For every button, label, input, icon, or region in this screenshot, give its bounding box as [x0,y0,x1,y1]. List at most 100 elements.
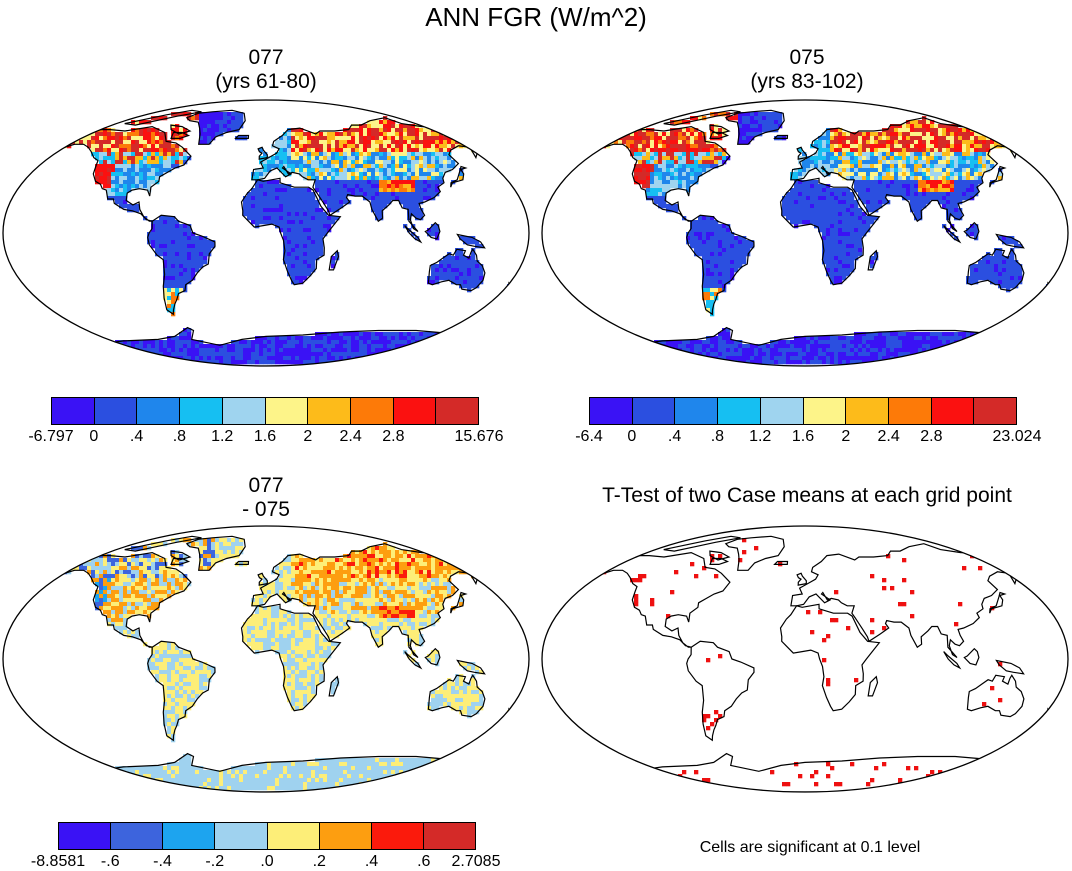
grid-cell [798,352,803,357]
grid-cell [191,236,196,241]
grid-cell [886,188,891,193]
grid-cell [323,332,328,337]
grid-cell [311,256,316,261]
grid-cell [842,172,847,177]
grid-cell [311,220,316,225]
grid-cell [894,344,899,349]
grid-cell [323,200,328,205]
grid-cell [658,164,663,169]
grid-cell [467,136,472,141]
grid-cell [650,164,655,169]
grid-cell [834,336,839,341]
grid-cell [207,112,212,117]
grid-cell [179,340,184,345]
grid-cell [822,152,827,157]
grid-cell [942,196,947,201]
grid-cell [894,132,899,137]
grid-cell [1006,236,1011,241]
grid-cell [255,360,260,365]
grid-cell [646,144,651,149]
grid-cell [171,164,176,169]
grid-cell [802,172,807,177]
coastline [404,225,423,244]
grid-cell [878,332,883,337]
grid-cell [335,204,340,209]
grid-cell [946,156,951,161]
grid-cell [203,252,208,257]
panel2-title-line2: (yrs 83-102) [750,70,864,93]
grid-cell [730,344,735,349]
grid-cell [842,192,847,197]
grid-cell [351,192,356,197]
grid-cell [846,228,851,233]
grid-cell [395,196,400,201]
grid-cell [902,152,907,157]
grid-cell [618,128,623,133]
grid-cell [722,244,727,249]
grid-cell [1006,264,1011,269]
grid-cell [135,164,140,169]
grid-cell [471,140,476,145]
grid-cell [423,172,428,177]
grid-cell [954,348,959,353]
grid-cell [702,168,707,173]
grid-cell [862,336,867,341]
grid-cell [431,228,436,233]
grid-cell [427,180,432,185]
grid-cell [918,348,923,353]
grid-cell [395,148,400,153]
grid-cell [718,132,723,137]
grid-cell [419,336,424,341]
grid-cell [347,348,352,353]
grid-cell [846,336,851,341]
grid-cell [235,112,240,117]
grid-cell [718,288,723,293]
grid-cell [295,140,300,145]
grid-cell [315,224,320,229]
grid-cell [646,172,651,177]
grid-cell [331,256,336,261]
grid-cell [850,140,855,145]
grid-cell [1002,240,1007,245]
grid-cell [958,164,963,169]
grid-cell [431,160,436,165]
grid-cell [383,184,388,189]
grid-cell [375,180,380,185]
grid-cell [670,180,675,185]
grid-cell [706,292,711,297]
grid-cell [1038,296,1043,301]
grid-cell [922,336,927,341]
grid-cell [407,124,412,129]
grid-cell [151,236,156,241]
grid-cell [774,116,779,121]
grid-cell [335,344,340,349]
grid-cell [71,132,76,137]
grid-cell [91,144,96,149]
grid-cell [1026,140,1031,145]
grid-cell [674,172,679,177]
grid-cell [806,208,811,213]
grid-cell [267,200,272,205]
grid-cell [826,132,831,137]
grid-cell [475,144,480,149]
grid-cell [934,160,939,165]
grid-cell [614,344,619,349]
grid-cell [746,116,751,121]
grid-cell [259,220,264,225]
grid-cell [287,344,292,349]
grid-cell [874,332,879,337]
grid-cell [283,236,288,241]
grid-cell [383,336,388,341]
grid-cell [251,360,256,365]
grid-cell [694,344,699,349]
grid-cell [307,344,312,349]
grid-cell [303,260,308,265]
grid-cell [954,156,959,161]
grid-cell [379,360,384,365]
grid-cell [830,268,835,273]
grid-cell [734,256,739,261]
grid-cell [946,192,951,197]
grid-cell [183,340,188,345]
grid-cell [283,340,288,345]
grid-cell [938,124,943,129]
